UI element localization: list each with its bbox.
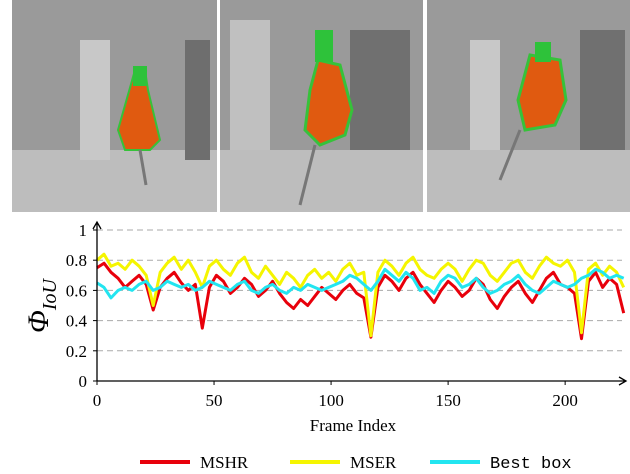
y-axis-label-symbol: Φ <box>22 310 55 333</box>
axis <box>97 376 628 386</box>
x-tick-label: 50 <box>206 391 223 410</box>
photo-panel <box>427 0 630 212</box>
series-line <box>96 252 626 338</box>
series-line <box>96 267 625 300</box>
x-axis-label: Frame Index <box>310 416 397 435</box>
legend-label: Best box <box>490 455 572 469</box>
y-tick-label: 0.8 <box>66 251 87 270</box>
y-tick-label: 0.2 <box>66 342 87 361</box>
legend-label: MSER <box>350 453 397 469</box>
y-axis-label: ΦIoU <box>22 277 61 333</box>
x-tick-label: 0 <box>93 391 102 410</box>
x-tick-label: 100 <box>318 391 344 410</box>
axis <box>92 220 102 381</box>
y-tick-label: 0.6 <box>66 281 87 300</box>
y-tick-label: 0.4 <box>66 312 88 331</box>
x-tick-label: 150 <box>435 391 461 410</box>
y-tick-label: 1 <box>79 221 88 240</box>
photo-panel <box>12 0 217 212</box>
y-axis-label-sub: IoU <box>39 277 61 311</box>
y-tick-label: 0 <box>79 372 88 391</box>
x-tick-label: 200 <box>552 391 578 410</box>
legend-label: MSHR <box>200 453 249 469</box>
photo-panel <box>220 0 423 212</box>
chart: 0 0.2 0.4 0.6 0.8 1 0 50 100 150 200 MSHR MSER Best b… <box>66 220 628 474</box>
